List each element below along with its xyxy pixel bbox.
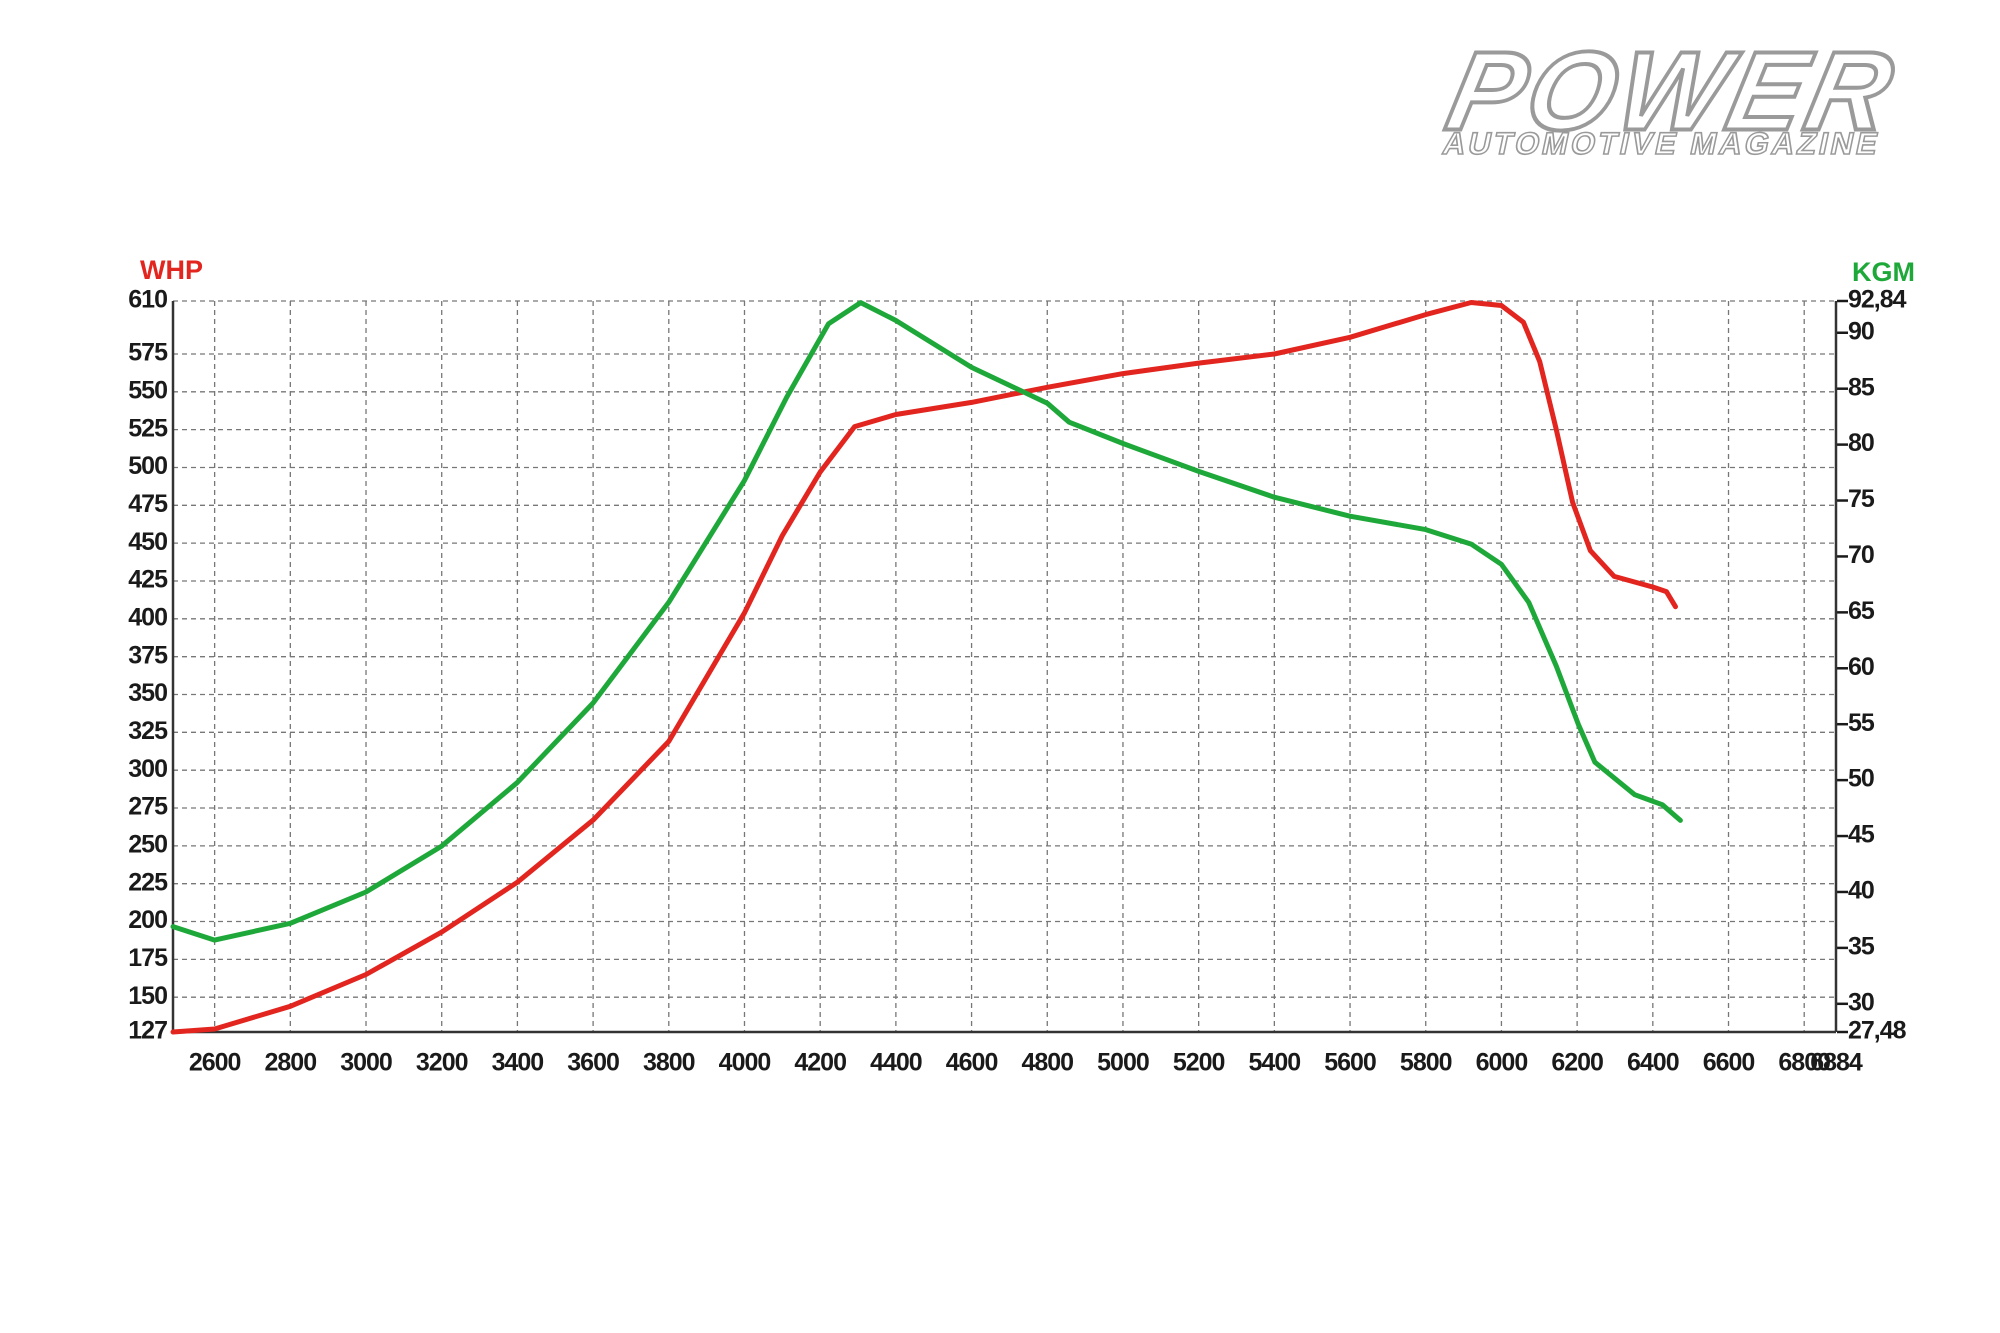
- series-line: [170, 300, 1683, 943]
- x-tick-label: 6200: [1551, 1049, 1603, 1077]
- y-tick-label: 250: [128, 830, 167, 858]
- x-tick-label: 3000: [340, 1049, 392, 1077]
- y-tick-label: 575: [128, 339, 168, 367]
- series-line: [170, 300, 1678, 1035]
- y-tick-label: 350: [128, 679, 167, 707]
- y2-tick-label: 40: [1848, 877, 1874, 905]
- x-tick-label: 5000: [1097, 1049, 1149, 1077]
- y-tick-label: 127: [128, 1017, 167, 1045]
- x-tick-label: 3400: [492, 1049, 544, 1077]
- y-tick-label: 525: [128, 414, 168, 442]
- logo-subtitle: AUTOMOTIVE MAGAZINE: [1440, 127, 1884, 162]
- y-tick-label: 550: [128, 376, 167, 404]
- y2-tick-label: 60: [1848, 653, 1874, 681]
- x-tick-label: 5400: [1249, 1049, 1301, 1077]
- y2-tick-label: 27,48: [1848, 1017, 1907, 1045]
- x-tick-label: 3200: [416, 1049, 468, 1077]
- x-tick-label: 3800: [643, 1049, 695, 1077]
- x-tick-label: 4000: [719, 1049, 771, 1077]
- x-tick-label: 4600: [946, 1049, 998, 1077]
- y-tick-label: 150: [128, 982, 167, 1010]
- x-tick-label: 4400: [870, 1049, 922, 1077]
- y2-axis-label: KGM: [1852, 257, 1915, 287]
- y-tick-label: 500: [128, 452, 167, 480]
- y-tick-label: 275: [128, 793, 168, 821]
- x-tick-label: 6400: [1627, 1049, 1679, 1077]
- x-tick-label: 6884: [1810, 1049, 1863, 1077]
- y-tick-label: 475: [128, 490, 168, 518]
- x-tick-label: 2800: [265, 1049, 317, 1077]
- y2-tick-label: 65: [1848, 597, 1875, 625]
- x-tick-label: 4200: [794, 1049, 846, 1077]
- y-tick-label: 425: [128, 566, 168, 594]
- y-axis-label: WHP: [140, 255, 203, 285]
- y-tick-label: 375: [128, 641, 168, 669]
- y-tick-label: 175: [128, 944, 168, 972]
- x-tick-label: 5200: [1173, 1049, 1225, 1077]
- y2-tick-label: 50: [1848, 765, 1874, 793]
- x-tick-label: 2600: [189, 1049, 241, 1077]
- x-tick-label: 3600: [567, 1049, 619, 1077]
- logo: POWER AUTOMOTIVE MAGAZINE: [1435, 26, 1909, 162]
- y-tick-label: 400: [128, 603, 167, 631]
- x-tick-label: 6600: [1703, 1049, 1755, 1077]
- y-tick-label: 300: [128, 755, 167, 783]
- y-tick-label: 450: [128, 528, 167, 556]
- logo-title: POWER: [1437, 28, 1907, 154]
- y2-tick-label: 30: [1848, 988, 1874, 1016]
- y-tick-label: 200: [128, 906, 167, 934]
- y2-tick-label: 85: [1848, 373, 1875, 401]
- x-tick-label: 6000: [1476, 1049, 1528, 1077]
- y-tick-label: 225: [128, 868, 168, 896]
- y-tick-label: 325: [128, 717, 168, 745]
- x-tick-label: 5800: [1400, 1049, 1452, 1077]
- y2-tick-label: 90: [1848, 317, 1874, 345]
- y2-tick-label: 70: [1848, 541, 1874, 569]
- y2-tick-label: 80: [1848, 429, 1874, 457]
- y2-tick-label: 92,84: [1848, 286, 1907, 314]
- y2-tick-label: 55: [1848, 709, 1875, 737]
- x-tick-label: 5600: [1324, 1049, 1376, 1077]
- y-tick-label: 610: [128, 286, 167, 314]
- y2-tick-label: 45: [1848, 821, 1875, 849]
- x-tick-label: 4800: [1021, 1049, 1073, 1077]
- x-tick-label: 6800: [1778, 1049, 1830, 1077]
- y2-tick-label: 75: [1848, 485, 1875, 513]
- y2-tick-label: 35: [1848, 933, 1875, 961]
